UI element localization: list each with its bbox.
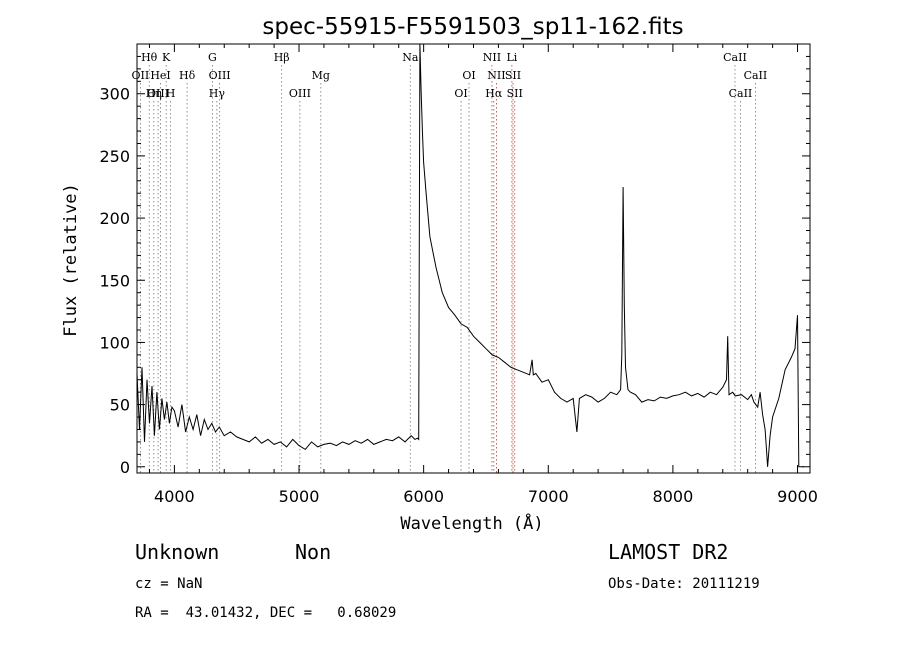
- x-tick-label: 4000: [154, 487, 195, 506]
- y-axis-label: Flux (relative): [61, 183, 81, 337]
- survey-name: LAMOST DR2: [608, 540, 729, 564]
- y-tick-label: 200: [99, 209, 130, 228]
- spectral-line-label: G: [208, 51, 217, 64]
- ra-dec-coordinates: RA = 43.01432, DEC = 0.68029: [135, 605, 397, 621]
- spectral-line-label: Hγ: [209, 87, 226, 100]
- spectral-line-label: CaII: [723, 51, 747, 64]
- spectral-line-label: NII: [483, 51, 501, 64]
- chart-title: spec-55915-F5591503_sp11-162.fits: [262, 14, 683, 40]
- spectral-line-label: Mg: [312, 69, 330, 82]
- y-axis-ticks: 0 50 100 150 200 250 300: [99, 55, 810, 477]
- spectral-line-label: Li: [506, 51, 517, 64]
- flux-series-line: [136, 43, 804, 468]
- spectral-line-label: OIII: [209, 69, 231, 82]
- y-tick-label: 300: [99, 85, 130, 104]
- y-tick-label: 0: [120, 458, 130, 477]
- spectral-line-label: OI: [462, 69, 475, 82]
- spectral-line-label: SII: [505, 69, 521, 82]
- x-tick-label: 5000: [279, 487, 320, 506]
- spectral-line-label: Hθ: [141, 51, 158, 64]
- spectral-line-label: NII: [487, 69, 505, 82]
- spectral-line-label: OII: [132, 69, 150, 82]
- x-tick-label: 8000: [653, 487, 694, 506]
- spectral-line-label: CaII: [744, 69, 768, 82]
- x-tick-label: 9000: [777, 487, 818, 506]
- spectral-line-label: HeI: [150, 69, 170, 82]
- spectral-line-label: Hβ: [274, 51, 290, 64]
- x-axis-label: Wavelength (Å): [400, 512, 543, 534]
- redshift-cz: cz = NaN: [135, 576, 203, 592]
- y-tick-label: 250: [99, 147, 130, 166]
- y-tick-label: 50: [110, 396, 130, 415]
- observation-date: Obs-Date: 20111219: [608, 576, 760, 592]
- spectral-line-label: Na: [402, 51, 419, 64]
- spectral-line-label: CaII: [729, 87, 753, 100]
- x-tick-label: 7000: [528, 487, 569, 506]
- spectral-line-label: Hα: [485, 87, 503, 100]
- spectral-line-label: Hη: [146, 87, 162, 100]
- spectral-line-label: OIII: [289, 87, 311, 100]
- x-axis-ticks: 4000 5000 6000 7000 8000 9000: [148, 44, 818, 506]
- spectral-subclass: Non: [295, 540, 332, 564]
- x-tick-label: 6000: [403, 487, 444, 506]
- spectral-class: Unknown: [135, 540, 220, 564]
- spectral-line-label: OI: [454, 87, 467, 100]
- y-tick-label: 100: [99, 333, 130, 352]
- spectral-line-label: H: [166, 87, 176, 100]
- plot-frame: [136, 43, 811, 474]
- spectral-line-label: Hδ: [179, 69, 196, 82]
- spectral-line-label: K: [162, 51, 171, 64]
- spectral-line-label: OIII: [147, 87, 169, 100]
- spectral-line-label: SII: [507, 87, 523, 100]
- y-tick-label: 150: [99, 271, 130, 290]
